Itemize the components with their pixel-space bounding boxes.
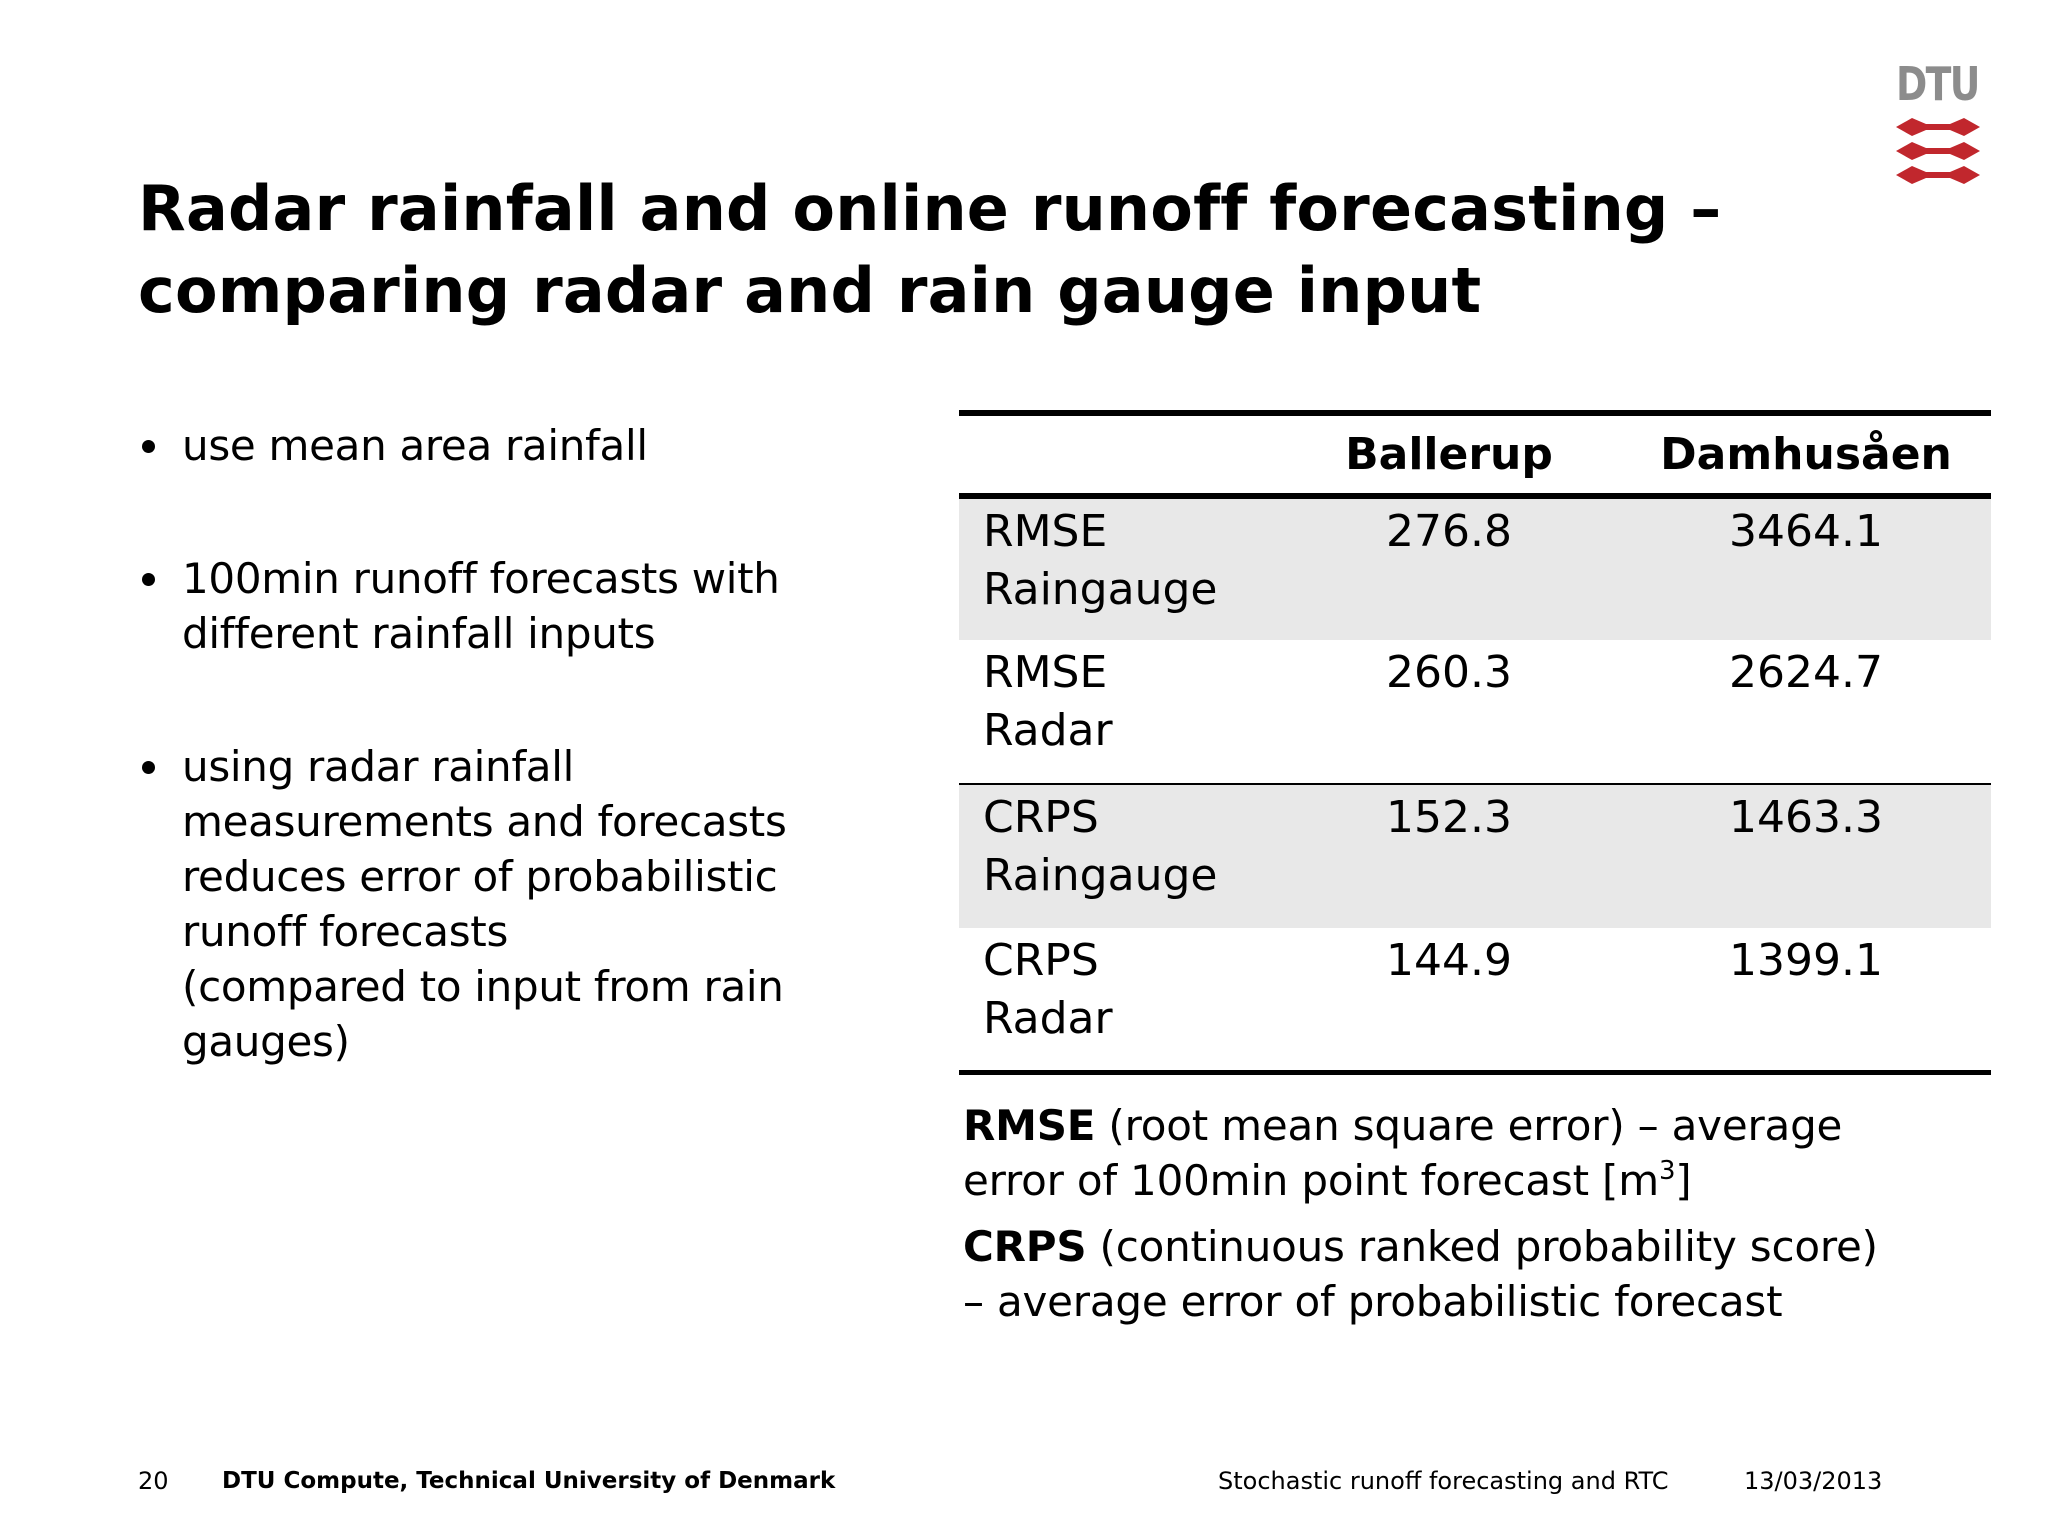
bullet-item: using radar rainfall measurements and fo… (138, 739, 878, 1069)
footer-presentation-title: Stochastic runoff forecasting and RTC (1218, 1467, 1669, 1495)
bullet-text: different rainfall inputs (182, 609, 656, 658)
row-label-source: Raingauge (983, 850, 1218, 901)
bullet-list: use mean area rainfall 100min runoff for… (138, 418, 878, 1147)
row-label: RMSE Raingauge (959, 496, 1277, 640)
footer-organization: DTU Compute, Technical University of Den… (222, 1468, 836, 1494)
results-table: Ballerup Damhusåen RMSE Raingauge 276.8 3… (959, 410, 1991, 1075)
table-row: CRPS Raingauge 152.3 1463.3 (959, 784, 1991, 928)
bullet-text: using radar rainfall (182, 742, 574, 791)
bullet-item: use mean area rainfall (138, 418, 878, 473)
dtu-logo: DTU (1896, 58, 1996, 188)
row-label-metric: CRPS (983, 935, 1099, 986)
legend-crps: CRPS (continuous ranked probability scor… (963, 1219, 2023, 1329)
cell-damhusaen: 2624.7 (1729, 647, 1883, 698)
bullet-text: reduces error of probabilistic (182, 852, 778, 901)
bullet-dot-icon (142, 573, 155, 586)
cell-damhusaen: 1399.1 (1729, 935, 1883, 986)
legend-definition: ] (1675, 1156, 1692, 1205)
legend-definition: (root mean square error) – average (1095, 1101, 1843, 1150)
bullet-text: use mean area rainfall (182, 421, 648, 470)
slide-title-line-1: Radar rainfall and online runoff forecas… (138, 172, 1722, 245)
table-row: RMSE Radar 260.3 2624.7 (959, 640, 1991, 784)
cell-ballerup: 276.8 (1386, 506, 1512, 557)
row-label: CRPS Radar (959, 928, 1277, 1072)
dtu-logo-text: DTU (1896, 57, 1980, 111)
legend-definition: (continuous ranked probability score) (1086, 1222, 1879, 1271)
legend-term: CRPS (963, 1222, 1087, 1271)
row-label-source: Raingauge (983, 564, 1218, 615)
table-legend: RMSE (root mean square error) – average e… (963, 1098, 2023, 1340)
bullet-text: (compared to input from rain (182, 962, 784, 1011)
legend-definition: error of 100min point forecast [m (963, 1156, 1659, 1205)
legend-term: RMSE (963, 1101, 1096, 1150)
row-label-metric: CRPS (983, 792, 1099, 843)
cell-ballerup: 260.3 (1386, 647, 1512, 698)
legend-definition: – average error of probabilistic forecas… (963, 1277, 1783, 1326)
cell-ballerup: 144.9 (1386, 935, 1512, 986)
bullet-text: gauges) (182, 1017, 350, 1066)
bullet-dot-icon (142, 761, 155, 774)
row-label: RMSE Radar (959, 640, 1277, 784)
row-label-source: Radar (983, 993, 1113, 1044)
cell-damhusaen: 3464.1 (1729, 506, 1883, 557)
legend-rmse: RMSE (root mean square error) – average e… (963, 1098, 2023, 1208)
row-label-source: Radar (983, 705, 1113, 756)
slide-title: Radar rainfall and online runoff forecas… (138, 168, 1721, 332)
bullet-dot-icon (142, 440, 155, 453)
footer-page-number: 20 (138, 1467, 169, 1495)
table-row: CRPS Radar 144.9 1399.1 (959, 928, 1991, 1072)
cell-ballerup: 152.3 (1386, 792, 1512, 843)
cell-damhusaen: 1463.3 (1729, 792, 1883, 843)
row-label-metric: RMSE (983, 647, 1108, 698)
column-header-empty (959, 413, 1277, 496)
table-header-row: Ballerup Damhusåen (959, 413, 1991, 496)
column-header-damhusaen: Damhusåen (1660, 429, 1952, 480)
footer-date: 13/03/2013 (1744, 1467, 1883, 1495)
bullet-text: 100min runoff forecasts with (182, 554, 780, 603)
column-header-ballerup: Ballerup (1345, 429, 1553, 480)
slide-title-line-2: comparing radar and rain gauge input (138, 254, 1482, 327)
row-label: CRPS Raingauge (959, 784, 1277, 928)
dtu-wave-mark-icon (1896, 118, 1980, 184)
bullet-text: runoff forecasts (182, 907, 509, 956)
table-row: RMSE Raingauge 276.8 3464.1 (959, 496, 1991, 640)
row-label-metric: RMSE (983, 506, 1108, 557)
bullet-item: 100min runoff forecasts with different r… (138, 551, 878, 661)
legend-superscript: 3 (1658, 1156, 1676, 1186)
bullet-text: measurements and forecasts (182, 797, 787, 846)
